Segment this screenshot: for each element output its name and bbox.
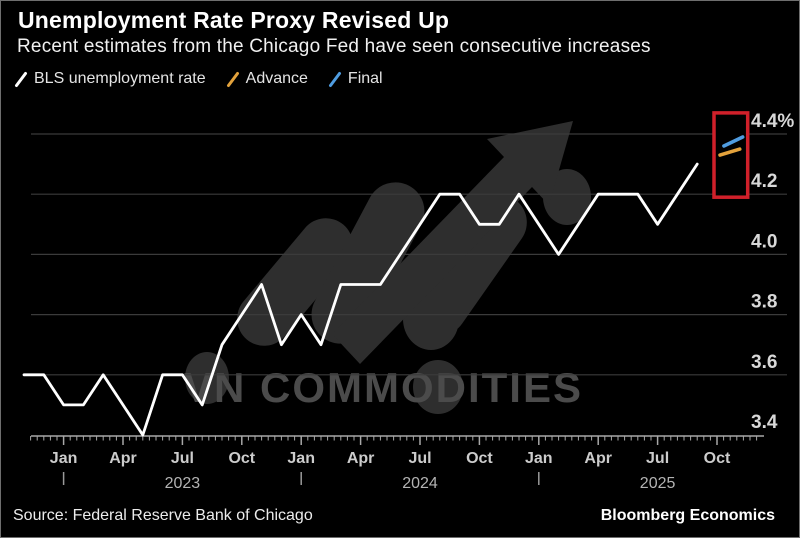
chart-subtitle: Recent estimates from the Chicago Fed ha… [17, 36, 651, 57]
line-swatch-icon [15, 71, 27, 87]
legend-label-advance: Advance [245, 70, 308, 87]
legend-item-final: Final [328, 70, 383, 88]
watermark-logo-dot [413, 360, 463, 414]
x-tick-label: Oct [466, 450, 493, 467]
y-tick-label: 4.2 [751, 171, 777, 192]
y-tick-label: 3.8 [751, 292, 777, 313]
y-tick-label: 3.4 [751, 412, 778, 433]
y-tick-label: 4.0 [751, 231, 777, 252]
x-tick-label: Oct [704, 450, 731, 467]
legend-label-final: Final [347, 70, 383, 87]
bls-line [22, 162, 699, 437]
watermark-logo-bar [311, 182, 425, 344]
brand-credit: Bloomberg Economics [600, 507, 775, 524]
x-tick-label: Jan [525, 450, 553, 467]
line-swatch-icon [226, 71, 239, 87]
y-tick-label: 3.6 [751, 352, 777, 373]
x-tick-label: Apr [584, 450, 612, 467]
year-label: 2025 [640, 475, 676, 492]
x-tick-label: Jul [646, 450, 669, 467]
legend-item-bls: BLS unemployment rate [14, 70, 206, 88]
x-tick-label: Jul [408, 450, 431, 467]
x-tick-label: Apr [347, 450, 375, 467]
line-swatch-icon [328, 71, 341, 87]
x-tick-label: Apr [109, 450, 137, 467]
legend-label-bls: BLS unemployment rate [34, 70, 206, 87]
watermark-arrow-icon [332, 121, 573, 364]
year-label: 2023 [165, 475, 201, 492]
legend: BLS unemployment rate Advance Final [14, 70, 403, 88]
advance-segment [718, 147, 742, 157]
year-label: 2024 [402, 475, 438, 492]
x-tick-label: Jan [50, 450, 78, 467]
legend-item-advance: Advance [226, 70, 308, 88]
final-segment [722, 135, 745, 148]
x-tick-label: Jul [171, 450, 194, 467]
x-tick-label: Oct [228, 450, 255, 467]
watermark-logo-bar [237, 218, 353, 346]
watermark-text: VN COMMODITIES [184, 364, 583, 411]
y-tick-label: 4.4% [751, 111, 794, 132]
source-attribution: Source: Federal Reserve Bank of Chicago [13, 507, 313, 524]
x-tick-label: Jan [287, 450, 315, 467]
chart-title: Unemployment Rate Proxy Revised Up [18, 7, 450, 33]
watermark-logo-dot [185, 352, 229, 404]
